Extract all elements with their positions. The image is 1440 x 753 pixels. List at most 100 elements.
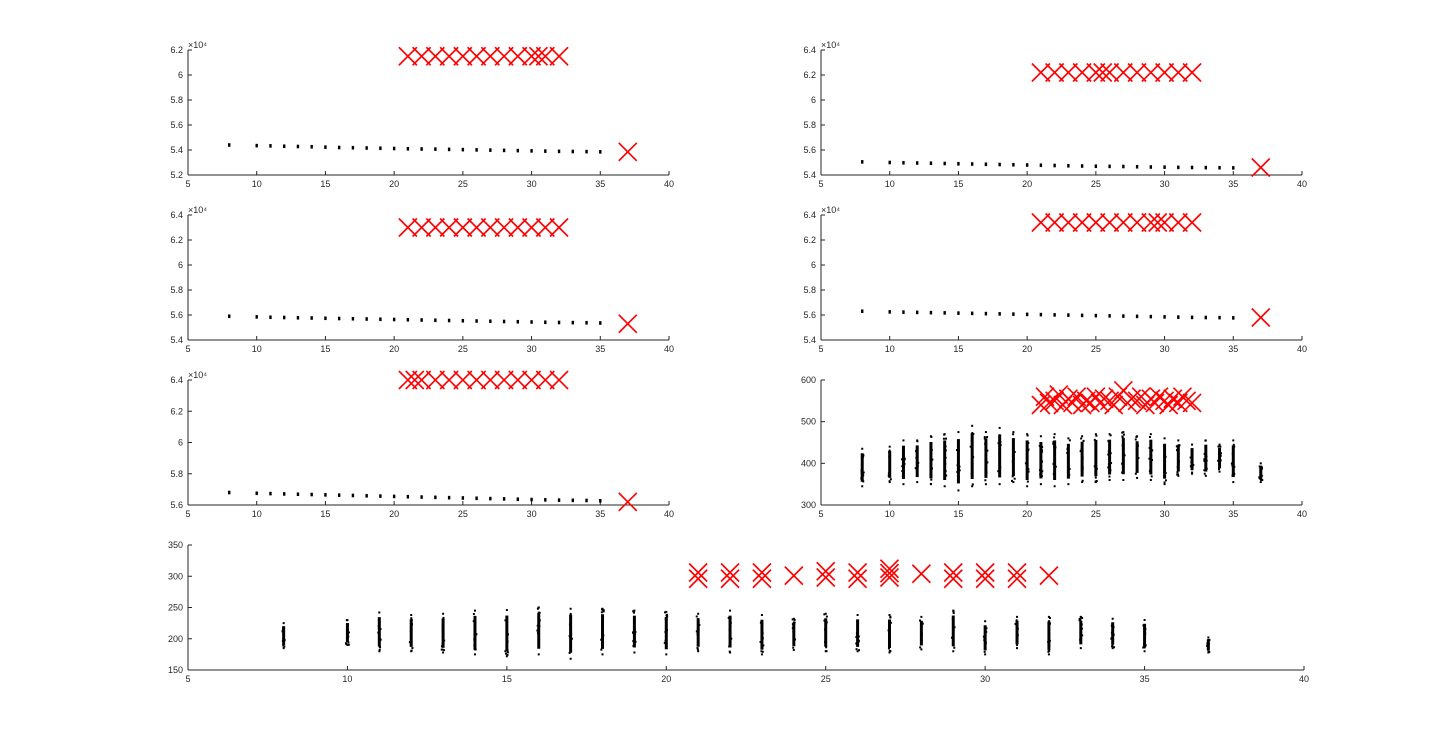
black-point [983, 437, 986, 440]
black-point [1206, 644, 1209, 647]
red-x-marker [752, 562, 772, 583]
black-point [1080, 448, 1083, 451]
black-point [823, 613, 826, 616]
x-tick-label: 20 [389, 344, 399, 354]
black-point [1110, 631, 1113, 634]
x-tick-label: 25 [1091, 509, 1101, 519]
black-point [1134, 472, 1137, 475]
red-x-stroke [1251, 157, 1271, 178]
black-point [944, 445, 947, 448]
black-point [1078, 617, 1081, 620]
black-point [1219, 454, 1222, 457]
red-x-marker [1182, 62, 1202, 83]
black-point [475, 633, 478, 636]
black-point [1066, 448, 1069, 451]
black-point-column [1121, 437, 1125, 475]
black-point [984, 467, 987, 470]
red-x-marker [439, 46, 459, 66]
black-point [337, 145, 341, 150]
black-point [862, 474, 865, 477]
black-point [1048, 632, 1051, 635]
red-x-marker [618, 314, 638, 334]
y-exponent-label: ×10⁴ [821, 205, 840, 215]
black-point [824, 640, 827, 643]
red-x-stroke [1045, 212, 1065, 233]
black-point [1025, 312, 1029, 317]
x-tick-label: 25 [1091, 179, 1101, 189]
red-x-marker [412, 217, 432, 238]
black-point [1190, 449, 1193, 452]
black-point [632, 644, 635, 647]
red-x-marker [816, 567, 836, 588]
black-point [1012, 451, 1015, 454]
black-point-column [1143, 623, 1147, 648]
red-x-stroke [1168, 393, 1188, 413]
red-x-marker [528, 46, 549, 66]
black-point [282, 627, 285, 630]
black-point [1048, 620, 1051, 623]
black-point [516, 497, 520, 502]
black-point [269, 315, 272, 320]
black-point [447, 495, 451, 500]
black-point [1191, 471, 1194, 474]
black-point [729, 625, 732, 628]
black-point [1123, 454, 1126, 457]
y-tick-label: 5.6 [170, 310, 183, 320]
black-point [1144, 628, 1147, 631]
black-point [1176, 449, 1179, 452]
black-point [916, 439, 919, 442]
black-point [1027, 442, 1030, 445]
red-x-marker [688, 569, 708, 589]
black-point [1067, 163, 1070, 168]
y-tick-label: 5.6 [803, 310, 816, 320]
black-point [971, 483, 974, 486]
black-point [409, 629, 412, 632]
black-point [1163, 481, 1166, 484]
x-tick-label: 35 [1228, 179, 1238, 189]
black-point [1207, 642, 1210, 645]
black-point [347, 641, 350, 644]
black-point [434, 147, 437, 151]
red-x-marker [1086, 62, 1106, 83]
black-point [530, 497, 533, 502]
black-point [761, 623, 764, 626]
black-point [930, 448, 933, 451]
black-point [952, 635, 955, 638]
black-point [760, 614, 763, 616]
red-x-marker [1113, 212, 1133, 233]
black-point [1135, 314, 1139, 319]
black-point [728, 628, 731, 631]
y-tick-label: 6.2 [170, 235, 183, 245]
red-x-stroke [398, 46, 418, 66]
black-point [570, 637, 573, 640]
x-tick-label: 25 [458, 509, 468, 519]
black-point [1177, 315, 1180, 319]
red-x-marker [720, 562, 740, 583]
black-point-column [1011, 438, 1015, 477]
red-x-marker [1045, 212, 1065, 233]
black-point [536, 632, 539, 635]
black-point [296, 144, 300, 149]
red-x-marker [1182, 212, 1202, 233]
x-tick-label: 15 [320, 179, 330, 189]
black-point [1111, 617, 1114, 620]
black-point [283, 492, 286, 496]
black-point [1205, 459, 1208, 462]
black-point [1149, 314, 1153, 319]
red-x-marker [1093, 62, 1113, 83]
black-point [944, 449, 947, 452]
black-point [601, 607, 604, 610]
red-x-marker [1127, 62, 1147, 83]
black-point [296, 492, 300, 497]
black-point [281, 630, 284, 633]
black-point [915, 456, 918, 459]
red-x-stroke [1072, 212, 1092, 233]
black-point [985, 630, 988, 633]
black-point [855, 648, 858, 651]
black-point [901, 465, 904, 468]
black-point [696, 633, 699, 636]
red-x-stroke [425, 217, 445, 238]
black-point [944, 462, 947, 465]
black-point [952, 650, 955, 653]
red-x-marker [752, 569, 772, 589]
